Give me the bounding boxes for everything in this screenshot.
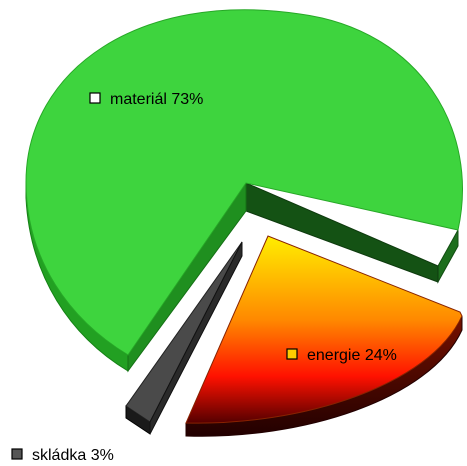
slice-landfill xyxy=(125,241,243,435)
slice-material xyxy=(25,9,463,373)
label-landfill-text: skládka 3% xyxy=(32,447,114,464)
label-energy-swatch xyxy=(286,348,298,360)
label-landfill: skládka 3% xyxy=(11,447,114,464)
slice-energy xyxy=(185,235,463,437)
slice-material-top xyxy=(25,9,463,356)
label-material-swatch xyxy=(89,92,101,104)
slice-material-side-right xyxy=(437,228,459,284)
slice-landfill-edge xyxy=(149,241,243,435)
label-energy-text: energie 24% xyxy=(307,347,397,364)
label-landfill-swatch xyxy=(11,448,23,460)
label-energy: energie 24% xyxy=(286,347,397,364)
label-material: materiál 73% xyxy=(89,91,203,108)
slice-energy-top xyxy=(185,235,463,424)
label-material-text: materiál 73% xyxy=(110,91,203,108)
